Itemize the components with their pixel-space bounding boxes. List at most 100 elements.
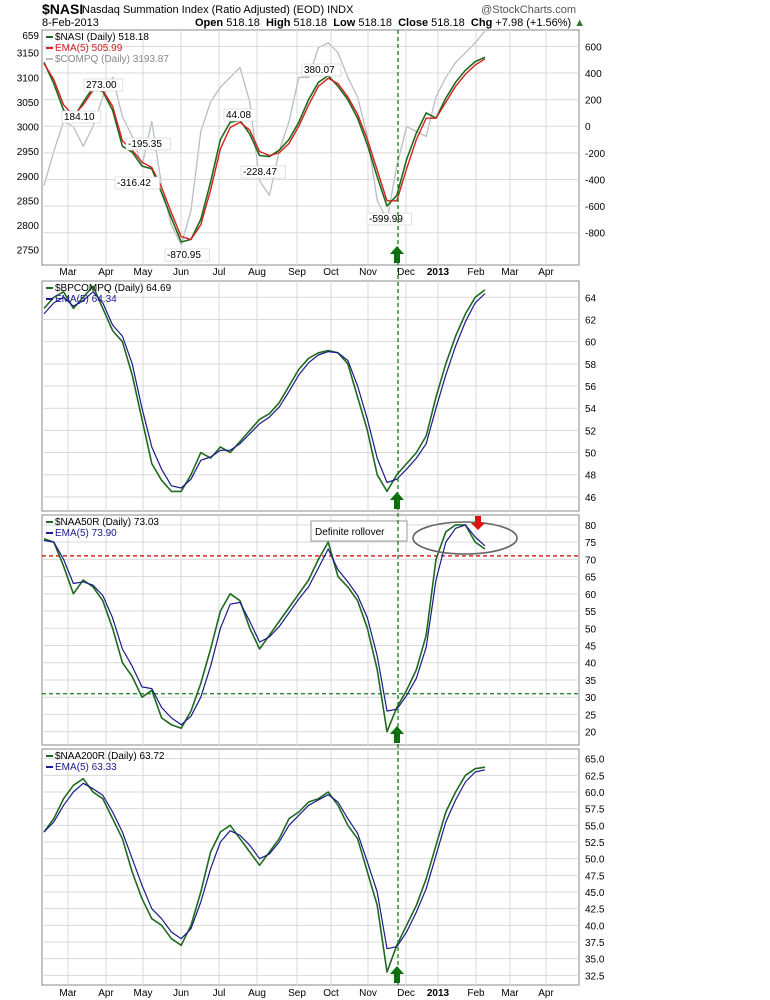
value-label: -228.47 [243,167,277,178]
x-axis-tick-label: Oct [323,988,339,999]
x-axis-tick-label: Nov [359,988,377,999]
value-label: 184.10 [64,112,95,123]
panel-bpcompq: 64 62 60 58 56 54 52 50 48 46 $BPCOMPQ (Daily) 64.… [41,280,597,512]
right-axis-tick-label: 60 [585,590,597,601]
legend-entry: EMA(5) 64.34 [55,294,117,305]
x-axis-tick-label: Apr [538,267,554,278]
open-value: 518.18 [226,17,260,29]
left-axis-tick-label: 3050 [17,98,40,109]
x-axis-tick-label: Jun [173,267,189,278]
chart-date: 8-Feb-2013 [42,17,99,29]
panel-naa200r: 65.0 62.5 60.0 57.5 55.0 52.5 50.0 47.5 45.0 42.5… [41,748,605,986]
right-axis-tick-label: 62 [585,315,597,326]
series-compq-line [43,30,486,246]
series-ema-line [43,291,486,489]
right-axis-tick-label: 30 [585,693,597,704]
legend-entry: $NAA50R (Daily) 73.03 [55,517,159,528]
right-axis-tick-label: 400 [585,69,602,80]
x-axis-tick-label: Jul [213,267,226,278]
left-axis-tick-label: 2850 [17,196,40,207]
x-axis-tick-label: Sep [288,267,306,278]
value-label-box [240,165,286,179]
legend-entry: $COMPQ (Daily) 3193.87 [55,54,169,65]
low-value: 518.18 [358,17,392,29]
stockcharts-logo[interactable]: @StockCharts.com [481,4,576,16]
x-axis-tick-label: Oct [323,267,339,278]
series-ema-line [43,58,486,241]
up-arrow-icon [390,966,404,983]
x-axis-tick-label: Apr [538,988,554,999]
series-ema-line [43,769,486,950]
value-label-box [366,212,412,226]
annotation-text: Definite rollover [315,527,385,538]
legend-entry: $NAA200R (Daily) 63.72 [55,751,165,762]
series-main-line [43,56,486,243]
legend-entry: $NASI (Daily) 518.18 [55,32,149,43]
up-arrow-icon [390,492,404,509]
x-axis-tick-label: Dec [397,988,415,999]
value-label: -195.35 [128,139,162,150]
value-label-box [223,108,258,122]
right-axis-tick-label: 50 [585,449,597,460]
value-label: -599.99 [369,214,403,225]
legend-entry: EMA(5) 63.33 [55,762,117,773]
left-axis-tick-label: 2750 [17,246,40,257]
x-axis-tick-label: Mar [501,267,519,278]
series-ema-line [43,524,486,726]
close-label: Close [398,17,429,29]
right-axis-tick-label: -600 [585,202,605,213]
open-label: Open [195,17,224,29]
legend-entry: $BPCOMPQ (Daily) 64.69 [55,283,172,294]
right-axis-tick-label: 35 [585,676,597,687]
panel-nasi: 600 400 200 0 -200 -400 -600 -800 3150 3100 3050 30… [17,29,605,266]
down-arrow-icon [471,516,485,530]
x-axis-tick-label: May [134,267,153,278]
right-axis-tick-label: 47.5 [585,871,605,882]
value-label: -870.95 [167,250,201,261]
value-label: -316.42 [117,178,151,189]
right-axis-tick-label: 80 [585,521,597,532]
right-axis-tick-label: 55 [585,607,597,618]
value-label: 44.08 [226,110,251,121]
right-axis-tick-label: 25 [585,710,597,721]
left-axis-top-label: 659 [22,31,39,42]
right-axis-tick-label: -400 [585,175,605,186]
right-axis-tick-label: -800 [585,229,605,240]
x-axis-tick-label: Jul [213,988,226,999]
right-axis-tick-label: 57.5 [585,805,605,816]
left-axis-tick-label: 3150 [17,49,40,60]
up-triangle-icon: ▲ [574,17,586,29]
right-axis-tick-label: 35.0 [585,955,605,966]
close-value: 518.18 [431,17,465,29]
right-axis-tick-label: 62.5 [585,771,605,782]
x-axis-tick-label: May [134,988,153,999]
left-axis-tick-label: 2950 [17,147,40,158]
value-label-box [83,78,124,92]
right-axis-tick-label: -200 [585,149,605,160]
chg-value: +7.98 (+1.56%) [495,17,572,29]
right-axis-tick-label: 46 [585,493,597,504]
panel-naa50r: 80 75 70 65 60 55 50 45 40 35 30 25 20 $NAA50R (Daily… [41,514,597,746]
x-axis-tick-label: Apr [98,267,114,278]
series-main-line [43,524,486,733]
chart-ticker: $NASI [42,1,84,17]
legend-entry: EMA(5) 73.90 [55,528,117,539]
panel-frame [41,748,580,986]
x-axis-tick-label: Mar [59,267,77,278]
right-axis-tick-label: 40.0 [585,921,605,932]
annotation-box [310,520,408,542]
right-axis-tick-label: 52.5 [585,838,605,849]
right-axis-tick-label: 75 [585,538,597,549]
right-axis-tick-label: 54 [585,404,597,415]
up-arrow-icon [390,246,404,263]
right-axis-tick-label: 55.0 [585,821,605,832]
right-axis-tick-label: 70 [585,555,597,566]
panel-frame [41,514,580,746]
right-axis-tick-label: 200 [585,96,602,107]
left-axis-tick-label: 2800 [17,221,40,232]
x-axis-tick-label: 2013 [427,267,450,278]
right-axis-tick-label: 65.0 [585,755,605,766]
value-label: 273.00 [86,80,117,91]
